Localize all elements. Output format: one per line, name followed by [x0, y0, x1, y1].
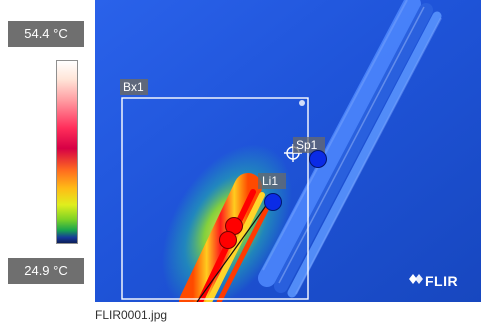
box-label: Bx1: [123, 80, 144, 94]
line-measurement[interactable]: [196, 199, 271, 302]
box-label-background: [120, 79, 148, 95]
line-label-background: [258, 173, 286, 189]
hot-point-marker-2[interactable]: [219, 231, 237, 249]
thermal-image-panel[interactable]: Bx1 Li1 Sp1 FLIR: [95, 0, 481, 302]
line-label: Li1: [262, 174, 278, 188]
tube-shadow-lines: [262, 0, 442, 295]
file-name-label: FLIR0001.jpg: [95, 308, 168, 322]
line-endpoint-blue-marker[interactable]: [264, 193, 282, 211]
flir-logo-text: FLIR: [425, 273, 458, 289]
box-corner-marker[interactable]: [299, 100, 305, 106]
temperature-max-label: 54.4 °C: [8, 21, 84, 47]
spot-label-background: [293, 137, 325, 153]
box-measurement-frame[interactable]: [121, 97, 309, 300]
spot-label: Sp1: [296, 138, 318, 152]
flir-logo: FLIR: [409, 273, 458, 289]
spot-blue-marker[interactable]: [309, 150, 327, 168]
temperature-min-label: 24.9 °C: [8, 258, 84, 284]
thermal-image[interactable]: Bx1 Li1 Sp1 FLIR: [95, 0, 481, 302]
cool-tube-group: [258, 0, 442, 298]
temperature-scale-bar: [56, 60, 78, 244]
